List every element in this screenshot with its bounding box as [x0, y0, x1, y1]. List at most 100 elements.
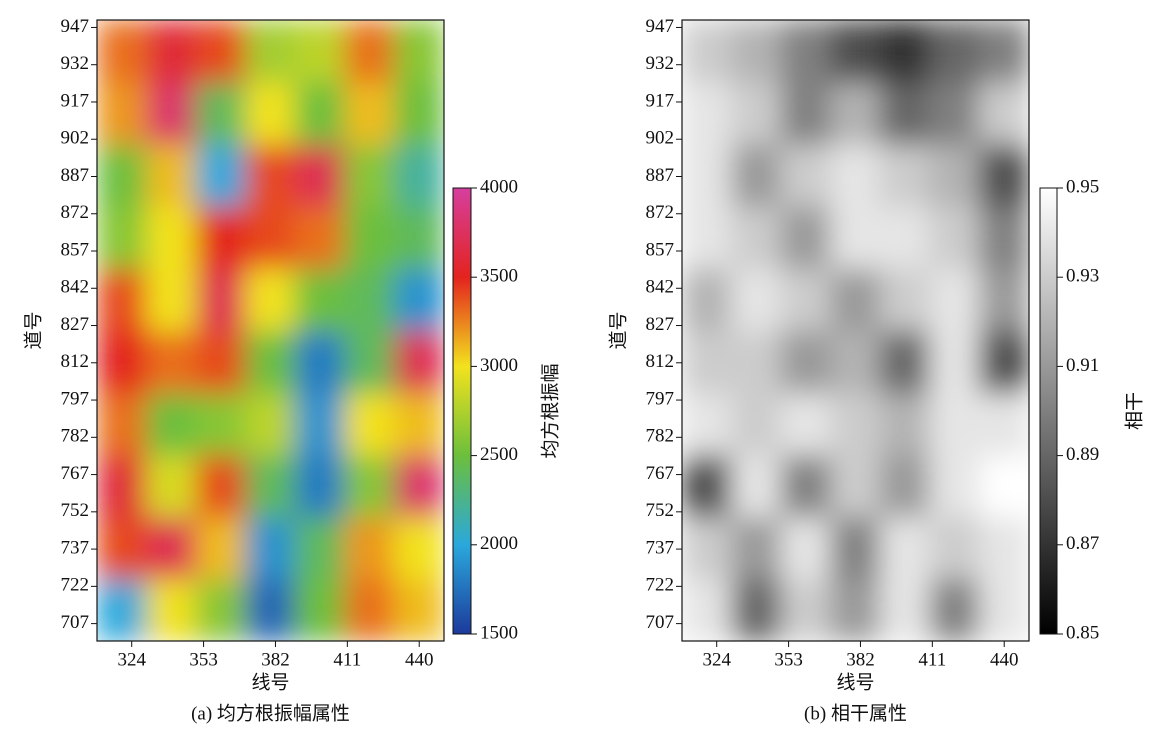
heat-cell	[830, 578, 881, 641]
plot-frame	[96, 19, 445, 642]
heat-cell	[97, 392, 148, 456]
heat-cell	[780, 392, 832, 456]
heat-cell	[731, 392, 782, 456]
heat-cell	[294, 205, 346, 269]
heat-cell	[731, 205, 782, 269]
y-tick-label: 887	[61, 165, 90, 186]
x-tick-label: 382	[846, 649, 875, 670]
heat-cell	[731, 454, 782, 518]
x-tick-label: 440	[990, 649, 1019, 670]
heat-cell	[879, 205, 931, 269]
heat-cell	[294, 330, 346, 394]
heat-cell	[146, 330, 197, 394]
heat-cell	[245, 578, 296, 641]
heat-cell	[146, 143, 197, 207]
heat-cell	[879, 578, 931, 641]
y-tick-label: 902	[61, 128, 90, 149]
heat-cell	[245, 516, 296, 580]
heat-cell	[393, 143, 444, 207]
heatmap	[682, 20, 1029, 641]
colorbar-tick-label: 0.91	[1066, 355, 1099, 376]
colorbar-tick-label: 0.87	[1066, 533, 1099, 554]
y-tick-label: 722	[646, 575, 675, 596]
heat-cell	[97, 330, 148, 394]
heat-cell	[879, 516, 931, 580]
heat-cell	[682, 578, 733, 641]
y-tick-label: 872	[61, 202, 90, 223]
heat-cell	[682, 330, 733, 394]
colorbar-tick-label: 0.89	[1066, 444, 1099, 465]
heat-cell	[146, 267, 197, 331]
y-tick-label: 707	[61, 612, 90, 633]
heat-cell	[731, 578, 782, 641]
heat-cell	[780, 578, 832, 641]
colorbar-tick-label: 4000	[480, 176, 518, 197]
heat-cell	[682, 81, 733, 145]
y-tick-label: 932	[61, 53, 90, 74]
heat-cell	[879, 81, 931, 145]
heat-cell	[929, 330, 980, 394]
heat-cell	[245, 81, 296, 145]
y-tick-label: 902	[646, 128, 675, 149]
heat-cell	[97, 454, 148, 518]
heat-cell	[195, 578, 247, 641]
y-tick-label: 707	[646, 612, 675, 633]
heat-cell	[929, 143, 980, 207]
colorbar	[1039, 187, 1058, 635]
heat-cell	[245, 205, 296, 269]
heat-cell	[830, 392, 881, 456]
heat-cell	[146, 454, 197, 518]
heat-cell	[294, 81, 346, 145]
y-tick-label: 932	[646, 53, 675, 74]
heat-cell	[780, 454, 832, 518]
colorbar-tick-label: 3000	[480, 355, 518, 376]
heat-cell	[344, 205, 395, 269]
y-tick-label: 827	[646, 314, 675, 335]
heat-cell	[97, 143, 148, 207]
heat-cell	[780, 205, 832, 269]
heat-cell	[978, 516, 1029, 580]
x-tick-label: 382	[261, 649, 290, 670]
heat-cell	[97, 516, 148, 580]
heat-cell	[929, 267, 980, 331]
x-tick-label: 324	[117, 649, 146, 670]
heat-cell	[978, 454, 1029, 518]
colorbar-tick-label: 2000	[480, 533, 518, 554]
heat-cell	[830, 454, 881, 518]
heat-cell	[879, 20, 931, 83]
y-tick-label: 947	[61, 16, 90, 37]
y-axis-label: 道号	[607, 311, 629, 349]
heat-cell	[195, 20, 247, 83]
heat-cell	[146, 578, 197, 641]
heat-cell	[245, 267, 296, 331]
heat-cell	[830, 205, 881, 269]
y-tick-label: 797	[61, 388, 90, 409]
colorbar	[452, 187, 472, 635]
y-tick-label: 872	[646, 202, 675, 223]
heat-cell	[146, 81, 197, 145]
heat-cell	[294, 578, 346, 641]
heat-cell	[978, 578, 1029, 641]
heat-cell	[294, 267, 346, 331]
y-tick-label: 797	[646, 388, 675, 409]
heat-cell	[245, 143, 296, 207]
heat-cell	[929, 81, 980, 145]
heat-cell	[245, 454, 296, 518]
y-tick-label: 947	[646, 16, 675, 37]
heat-cell	[146, 20, 197, 83]
y-tick-label: 842	[61, 277, 90, 298]
heat-cell	[879, 143, 931, 207]
heat-cell	[929, 20, 980, 83]
heatmap	[97, 20, 444, 641]
colorbar-label: 相干	[1123, 392, 1145, 430]
heat-cell	[393, 267, 444, 331]
colorbar-label: 均方根振幅	[539, 363, 561, 458]
heat-cell	[731, 516, 782, 580]
y-tick-label: 887	[646, 165, 675, 186]
heat-cell	[294, 143, 346, 207]
heat-cell	[780, 330, 832, 394]
heat-cell	[294, 20, 346, 83]
heat-cell	[146, 516, 197, 580]
colorbar-tick-label: 3500	[480, 266, 518, 287]
